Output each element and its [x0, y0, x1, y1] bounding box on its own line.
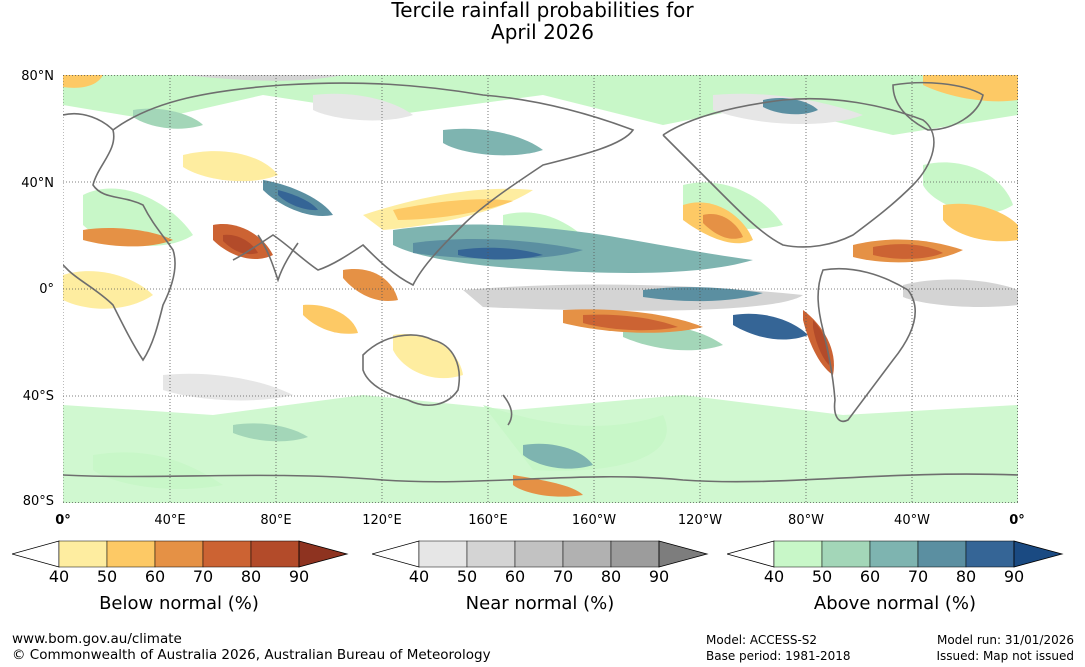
lon-label-80w: 80°W — [788, 513, 824, 528]
issued-status: Issued: Map not issued — [936, 649, 1074, 663]
above-normal-colorbar-segment-1 — [773, 540, 823, 568]
map-title-line1: Tercile rainfall probabilities for — [391, 0, 694, 22]
above-normal-tick-90: 90 — [1003, 567, 1025, 586]
lon-label-120w: 120°W — [677, 513, 723, 528]
above-normal-colorbar-segment-5 — [965, 540, 1015, 568]
lon-label-40e: 40°E — [154, 513, 186, 528]
below-normal-tick-40: 40 — [48, 567, 70, 586]
near-normal-colorbar-segment-4 — [562, 540, 612, 568]
near-normal-colorbar-segment-2 — [466, 540, 516, 568]
below-normal-layer — [63, 75, 1018, 497]
bom-url-link[interactable]: www.bom.gov.au/climate — [12, 631, 182, 647]
lat-label-40n: 40°N — [21, 176, 54, 191]
near-normal-tick-70: 70 — [552, 567, 574, 586]
above-normal-tick-70: 70 — [907, 567, 929, 586]
map-title-line2: April 2026 — [491, 20, 594, 44]
below-normal-colorbar-segment-3 — [154, 540, 204, 568]
near-normal-tick-60: 60 — [504, 567, 526, 586]
below-normal-colorbar-segment-1 — [58, 540, 108, 568]
model-name: Model: ACCESS-S2 — [706, 633, 818, 647]
below-normal-colorbar — [12, 540, 349, 568]
gridlines — [63, 75, 1018, 503]
below-normal-colorbar-segment-5 — [250, 540, 300, 568]
below-normal-tick-90: 90 — [288, 567, 310, 586]
near-normal-colorbar — [372, 540, 709, 568]
near-normal-tick-80: 80 — [600, 567, 622, 586]
lat-label-0: 0° — [39, 282, 54, 297]
above-normal-tick-60: 60 — [859, 567, 881, 586]
lon-label-0-east: 0° — [1009, 513, 1025, 528]
below-normal-tick-60: 60 — [144, 567, 166, 586]
near-normal-tick-50: 50 — [456, 567, 478, 586]
lat-label-80s: 80°S — [22, 494, 54, 509]
above-normal-legend-title: Above normal (%) — [813, 593, 977, 614]
rainfall-probability-map — [63, 75, 1018, 503]
lon-label-80e: 80°E — [260, 513, 292, 528]
above-normal-colorbar-segment-3 — [869, 540, 919, 568]
base-period: Base period: 1981-2018 — [706, 649, 851, 663]
near-normal-colorbar-segment-1 — [418, 540, 468, 568]
below-normal-tick-80: 80 — [240, 567, 262, 586]
lon-label-160w: 160°W — [571, 513, 617, 528]
coastlines — [63, 81, 1018, 483]
above-normal-colorbar-start-arrow — [727, 540, 775, 568]
near-normal-colorbar-end-arrow — [658, 540, 709, 568]
model-run-date: Model run: 31/01/2026 — [936, 633, 1074, 647]
copyright-text: © Commonwealth of Australia 2026, Austra… — [12, 647, 491, 663]
near-normal-colorbar-segment-3 — [514, 540, 564, 568]
near-normal-colorbar-start-arrow — [372, 540, 420, 568]
below-normal-legend-title: Below normal (%) — [99, 593, 259, 614]
lon-label-0-west: 0° — [55, 513, 71, 528]
above-normal-colorbar-segment-4 — [917, 540, 967, 568]
below-normal-tick-70: 70 — [192, 567, 214, 586]
above-normal-tick-40: 40 — [763, 567, 785, 586]
lat-label-80n: 80°N — [21, 69, 54, 84]
lon-label-40w: 40°W — [894, 513, 930, 528]
above-normal-colorbar-end-arrow — [1013, 540, 1064, 568]
above-normal-colorbar-segment-2 — [821, 540, 871, 568]
below-normal-colorbar-segment-4 — [202, 540, 252, 568]
near-normal-legend-title: Near normal (%) — [465, 593, 615, 614]
near-normal-tick-40: 40 — [408, 567, 430, 586]
near-normal-tick-90: 90 — [648, 567, 670, 586]
below-normal-colorbar-end-arrow — [298, 540, 349, 568]
below-normal-colorbar-segment-2 — [106, 540, 156, 568]
near-normal-colorbar-segment-5 — [610, 540, 660, 568]
lat-label-40s: 40°S — [22, 389, 54, 404]
below-normal-colorbar-start-arrow — [12, 540, 60, 568]
above-normal-tick-50: 50 — [811, 567, 833, 586]
above-normal-tick-80: 80 — [955, 567, 977, 586]
lon-label-120e: 120°E — [362, 513, 402, 528]
above-normal-colorbar — [727, 540, 1064, 568]
below-normal-tick-50: 50 — [96, 567, 118, 586]
lon-label-160e: 160°E — [468, 513, 508, 528]
